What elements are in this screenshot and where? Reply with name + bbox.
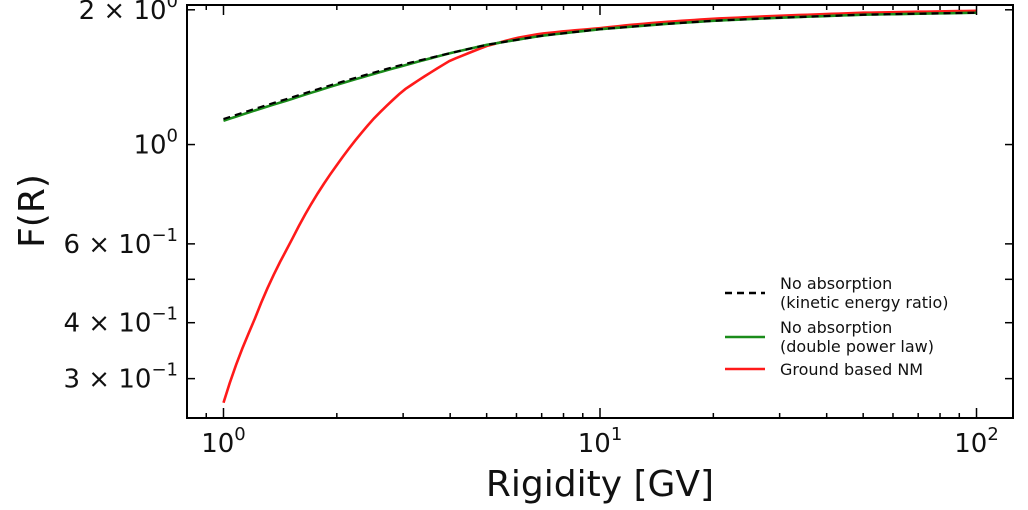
series-line-0 [223,11,977,121]
y-tick-label: 3 × 10−1 [64,360,179,395]
legend-label: Ground based NM [780,360,923,379]
y-tick-label: 4 × 10−1 [64,304,179,339]
ticks [186,5,1013,418]
legend-entry-1: No absorption (double power law) [725,318,934,356]
tick-labels: 100 101 102 2 × 100 100 6 × 10−1 4 × 10−1 3 × 1… [64,0,999,459]
legend-entry-2: Ground based NM [725,360,923,379]
y-tick-label: 2 × 100 [79,0,178,26]
curves [222,9,977,404]
x-axis-title: Rigidity [GV] [486,464,714,505]
legend-label: No absorption [780,318,892,337]
legend-label: (double power law) [780,337,934,356]
legend-label: No absorption [780,274,892,293]
x-tick-label: 102 [954,424,999,459]
plot-frame [186,4,1014,419]
x-tick-label: 101 [578,424,623,459]
legend-entry-0: No absorption (kinetic energy ratio) [725,274,949,312]
y-tick-label: 6 × 10−1 [64,225,179,260]
y-tick-label: 100 [133,126,178,161]
legend: No absorption (kinetic energy ratio)No a… [725,274,949,379]
y-axis-title: F(R) [12,174,53,248]
legend-label: (kinetic energy ratio) [780,293,949,312]
x-tick-label: 100 [201,424,246,459]
